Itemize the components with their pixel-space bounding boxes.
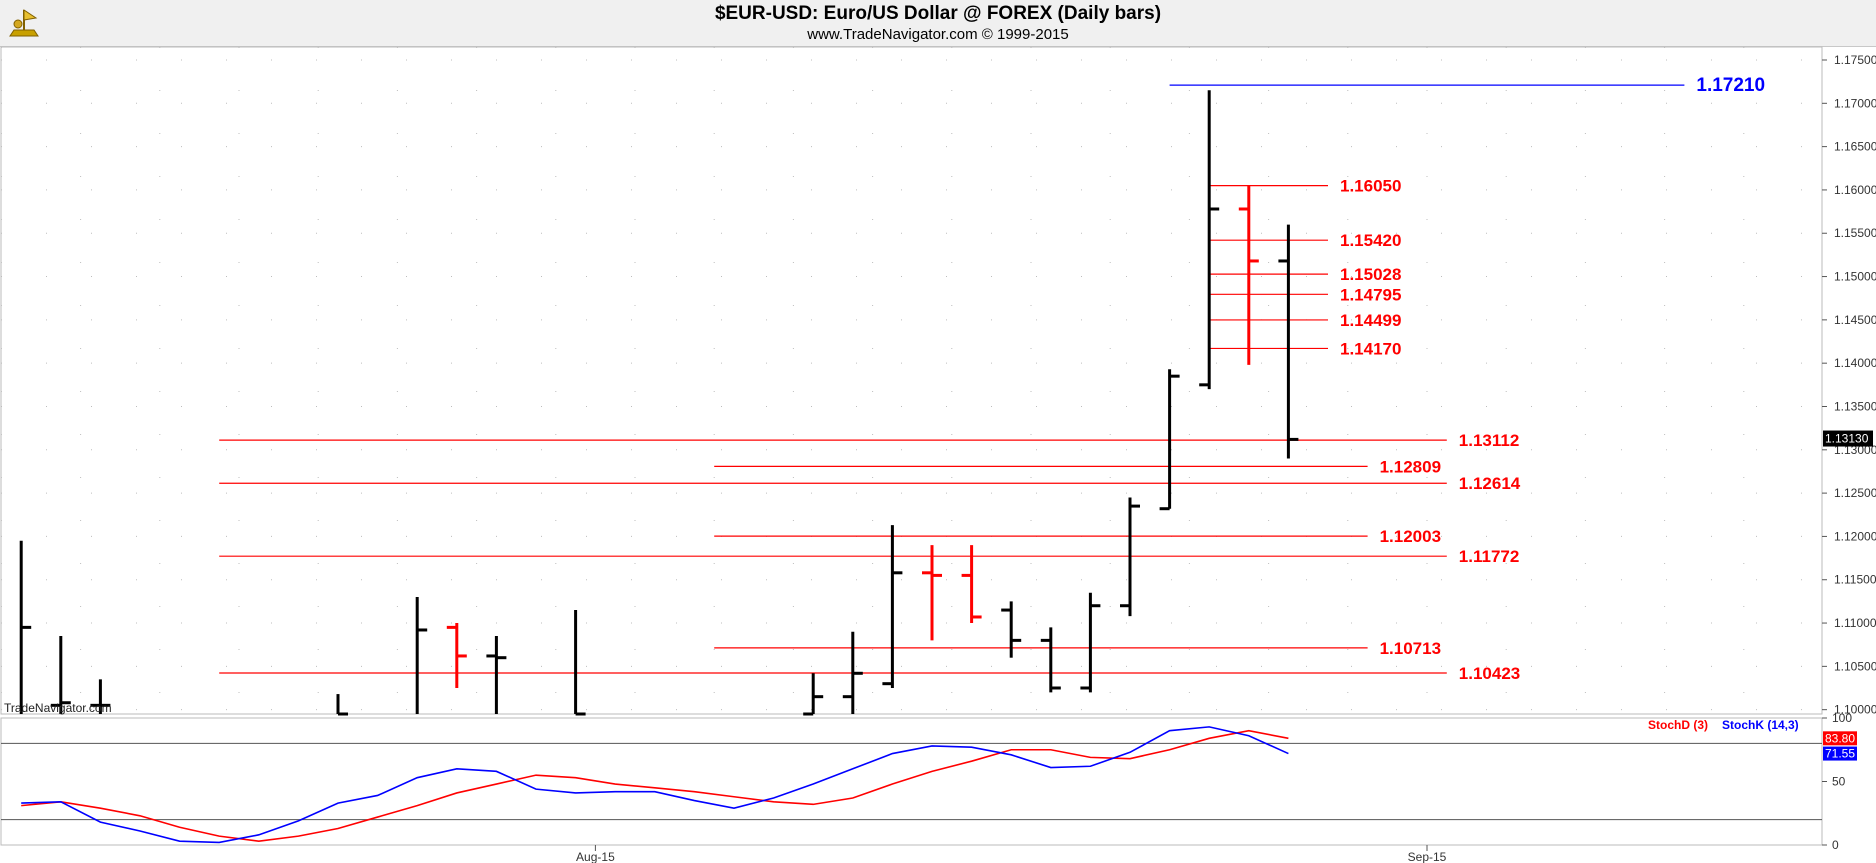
ohlc-bar — [1159, 369, 1180, 511]
ohlc-bar — [90, 679, 111, 714]
grid-layer — [0, 46, 1823, 846]
ohlc-bar — [50, 636, 71, 714]
price-level-label: 1.10423 — [1459, 664, 1520, 683]
y-tick-label: 1.17500 — [1834, 53, 1876, 67]
stoch-y-tick-label: 100 — [1832, 711, 1852, 725]
ohlc-bar — [1120, 497, 1140, 617]
ohlc-bar — [961, 545, 982, 624]
ohlc-bar — [486, 636, 507, 714]
ohlc-bar — [842, 631, 863, 714]
y-tick-label: 1.12000 — [1834, 529, 1876, 543]
ohlc-bar — [574, 610, 586, 716]
trade-navigator-logo-icon — [4, 2, 44, 42]
x-tick-label: Aug-15 — [576, 850, 615, 863]
y-tick-label: 1.13500 — [1834, 399, 1876, 413]
price-level-label: 1.17210 — [1696, 75, 1765, 96]
chart-title: $EUR-USD: Euro/US Dollar @ FOREX (Daily … — [714, 3, 1162, 24]
ohlc-bar — [922, 545, 942, 641]
chart-subtitle: www.TradeNavigator.com © 1999-2015 — [807, 26, 1069, 43]
y-tick-label: 1.15000 — [1834, 270, 1876, 284]
watermark-text: TradeNavigator.com — [4, 701, 112, 715]
price-level-label: 1.10713 — [1380, 639, 1441, 658]
y-tick-label: 1.15500 — [1834, 226, 1876, 240]
stoch-k-line — [21, 726, 1289, 844]
ohlc-bar — [336, 694, 348, 716]
ohlc-bar — [446, 623, 467, 689]
ohlc-bar — [1199, 90, 1220, 390]
price-panel-frame — [0, 46, 1823, 715]
stoch-d-line — [21, 729, 1289, 842]
price-level-label: 1.14795 — [1340, 285, 1401, 304]
ohlc-bar — [415, 597, 428, 714]
price-level-label: 1.11772 — [1459, 547, 1520, 566]
price-bars — [19, 90, 1299, 716]
stoch-last-tag — [1823, 731, 1857, 746]
price-level-label: 1.16050 — [1340, 177, 1401, 196]
y-tick-label: 1.11000 — [1834, 616, 1876, 630]
y-tick-label: 1.14500 — [1834, 313, 1876, 327]
price-level-label: 1.12614 — [1459, 474, 1521, 493]
ohlc-bar — [882, 525, 903, 689]
y-tick-label: 1.12500 — [1834, 486, 1876, 500]
chart-header: $EUR-USD: Euro/US Dollar @ FOREX (Daily … — [0, 0, 1876, 47]
ohlc-bar — [1080, 592, 1101, 693]
price-level-label: 1.14170 — [1340, 339, 1401, 358]
price-level-label: 1.13112 — [1459, 431, 1520, 450]
stoch-last-label: 83.80 — [1825, 731, 1855, 745]
ohlc-bar — [803, 673, 824, 716]
x-tick-label: Sep-15 — [1408, 850, 1447, 863]
stoch-last-label: 71.55 — [1825, 747, 1855, 761]
ohlc-bar — [1278, 224, 1299, 459]
last-price-tag — [1823, 430, 1873, 447]
ohlc-bar — [1040, 627, 1061, 693]
y-tick-label: 1.16000 — [1834, 183, 1876, 197]
ohlc-bar — [1238, 185, 1259, 365]
stochastic-panel: StochD (3) StochK (14,3) — [1, 718, 1822, 844]
ohlc-bar — [19, 540, 32, 714]
legend-stoch-k: StochK (14,3) — [1722, 718, 1799, 732]
y-tick-label: 1.17000 — [1834, 96, 1876, 110]
price-level-label: 1.15028 — [1340, 265, 1401, 284]
y-tick-label: 1.10500 — [1834, 659, 1876, 673]
stoch-y-tick-label: 0 — [1832, 838, 1839, 852]
price-level-label: 1.14499 — [1340, 311, 1401, 330]
price-level-label: 1.15420 — [1340, 231, 1401, 250]
stoch-last-tag — [1823, 746, 1857, 761]
stoch-y-tick-label: 50 — [1832, 775, 1846, 789]
price-level-label: 1.12809 — [1380, 457, 1441, 476]
legend-stoch-d: StochD (3) — [1648, 718, 1708, 732]
axes: 1.17500 1.17000 1.16500 1.16000 1.15500 1.150… — [576, 53, 1876, 863]
y-tick-label: 1.16500 — [1834, 140, 1876, 154]
y-tick-label: 1.14000 — [1834, 356, 1876, 370]
y-tick-label: 1.10000 — [1834, 703, 1876, 717]
stoch-panel-frame — [0, 717, 1823, 846]
last-price-label: 1.13130 — [1825, 432, 1869, 446]
ohlc-bar — [1001, 601, 1022, 658]
price-level-label: 1.12003 — [1380, 527, 1441, 546]
y-tick-label: 1.11500 — [1834, 573, 1876, 587]
